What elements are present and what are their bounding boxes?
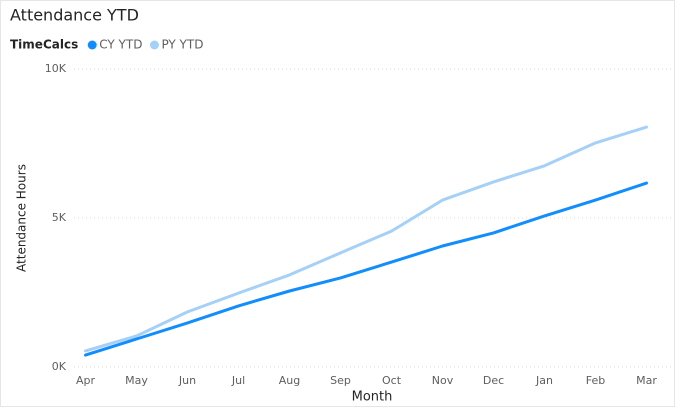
x-tick-label: Jan bbox=[535, 374, 553, 387]
series-line bbox=[84, 181, 648, 357]
x-tick-label: Apr bbox=[76, 374, 96, 387]
x-tick-label: Feb bbox=[586, 374, 605, 387]
x-tick-label: Aug bbox=[279, 374, 300, 387]
y-tick-label: 10K bbox=[45, 62, 67, 75]
legend-label: PY YTD bbox=[161, 38, 203, 52]
x-tick-label: Sep bbox=[330, 374, 351, 387]
x-tick-label: Nov bbox=[432, 374, 454, 387]
x-tick-label: Mar bbox=[636, 374, 657, 387]
y-tick-label: 0K bbox=[52, 360, 67, 373]
legend-marker bbox=[87, 40, 97, 50]
legend-title: TimeCalcs bbox=[10, 38, 78, 52]
x-tick-label: Dec bbox=[483, 374, 504, 387]
chart-title: Attendance YTD bbox=[10, 6, 139, 25]
x-tick-label: Jun bbox=[178, 374, 196, 387]
y-axis-label: Attendance Hours bbox=[15, 164, 29, 272]
series-line bbox=[84, 125, 648, 353]
legend-label: CY YTD bbox=[99, 38, 142, 52]
x-tick-label: Jul bbox=[231, 374, 245, 387]
x-tick-label: May bbox=[125, 374, 148, 387]
y-tick-label: 5K bbox=[52, 211, 67, 224]
x-tick-label: Oct bbox=[382, 374, 402, 387]
legend-marker bbox=[149, 40, 159, 50]
x-axis-label: Month bbox=[352, 390, 393, 405]
